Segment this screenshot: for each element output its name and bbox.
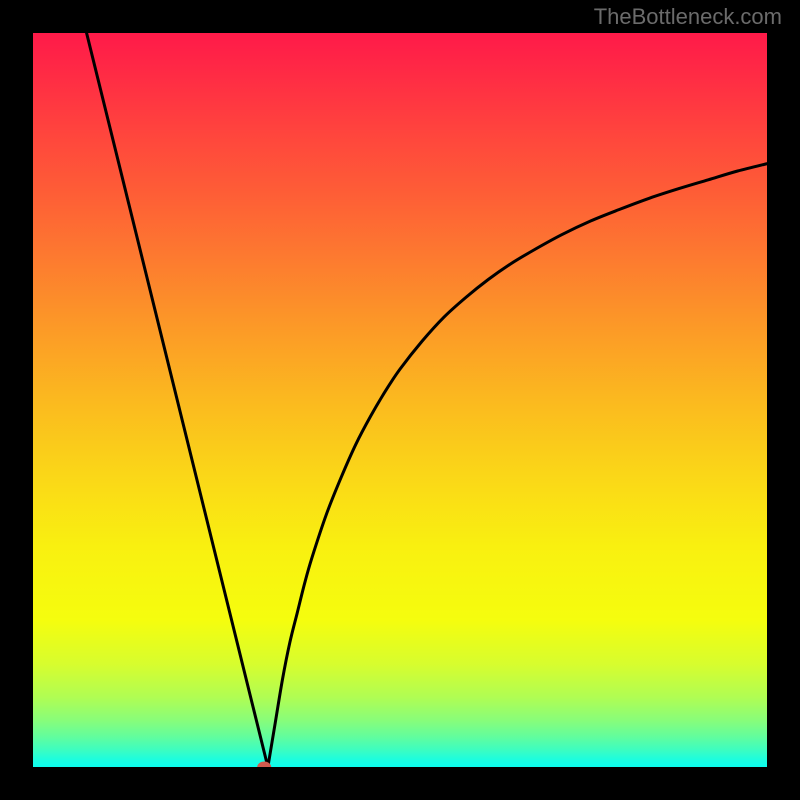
chart-plot-area (33, 33, 767, 767)
watermark-text: TheBottleneck.com (594, 4, 782, 30)
chart-svg (33, 33, 767, 767)
chart-background (33, 33, 767, 767)
